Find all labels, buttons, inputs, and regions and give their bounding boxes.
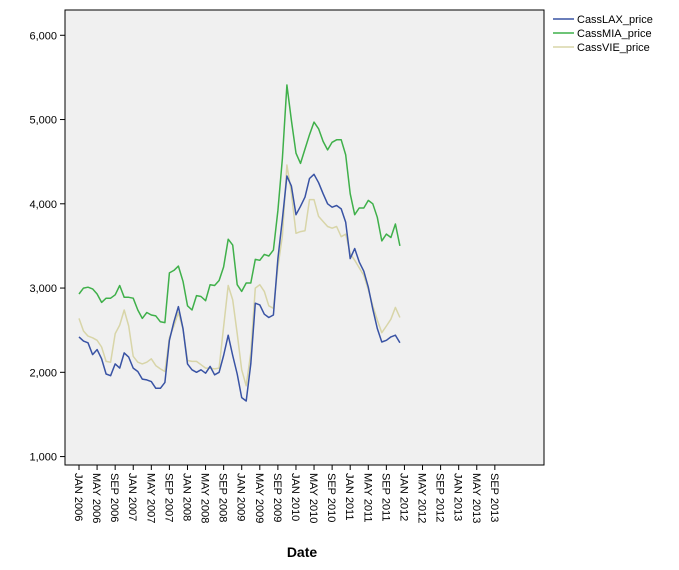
- x-tick-label: SEP 2008: [217, 473, 229, 522]
- x-tick-label: SEP 2007: [162, 473, 174, 522]
- x-tick-label: SEP 2006: [108, 473, 120, 522]
- x-tick-label: MAY 2013: [470, 473, 482, 523]
- x-axis-title: Date: [287, 544, 318, 560]
- x-tick-label: SEP 2010: [325, 473, 337, 522]
- series-line-cassmia-price: [78, 84, 401, 324]
- series-layer: [78, 84, 401, 402]
- x-tick-label: JAN 2011: [343, 473, 355, 521]
- y-axis: 1,000 2,000 3,000 4,000 5,000 6,000: [29, 30, 65, 464]
- legend-label: CassMIA_price: [577, 28, 652, 40]
- x-tick-label: MAY 2007: [144, 473, 156, 523]
- x-axis: JAN 2006 MAY 2006 SEP 2006 JAN 2007 MAY 2007…: [72, 465, 500, 523]
- legend: CassLAX_price CassMIA_price CassVIE_price: [553, 14, 653, 54]
- x-tick-label: JAN 2012: [397, 473, 409, 521]
- y-tick-label: 2,000: [29, 367, 57, 379]
- x-tick-label: SEP 2012: [434, 473, 446, 522]
- x-tick-label: JAN 2009: [235, 473, 247, 521]
- y-tick-label: 5,000: [29, 115, 57, 127]
- x-tick-label: MAY 2009: [253, 473, 265, 523]
- x-tick-label: JAN 2006: [72, 473, 84, 521]
- y-tick-label: 6,000: [29, 30, 57, 42]
- x-tick-label: MAY 2006: [90, 473, 102, 523]
- x-tick-label: SEP 2013: [488, 473, 500, 522]
- x-tick-label: MAY 2012: [416, 473, 428, 523]
- series-line-casslax-price: [78, 173, 401, 402]
- x-tick-label: JAN 2007: [126, 473, 138, 521]
- x-tick-label: MAY 2010: [307, 473, 319, 523]
- x-tick-label: MAY 2008: [199, 473, 211, 523]
- x-tick-label: JAN 2013: [452, 473, 464, 521]
- legend-label: CassLAX_price: [577, 14, 653, 26]
- x-tick-label: SEP 2011: [379, 473, 391, 522]
- y-tick-label: 3,000: [29, 283, 57, 295]
- y-tick-label: 4,000: [29, 199, 57, 211]
- series-line-cassvie-price: [78, 164, 401, 387]
- x-tick-label: SEP 2009: [271, 473, 283, 522]
- plot-area: [64, 9, 545, 466]
- x-tick-label: MAY 2011: [361, 473, 373, 523]
- x-tick-label: JAN 2010: [289, 473, 301, 521]
- y-tick-label: 1,000: [29, 452, 57, 464]
- x-tick-label: JAN 2008: [180, 473, 192, 521]
- legend-label: CassVIE_price: [577, 42, 650, 54]
